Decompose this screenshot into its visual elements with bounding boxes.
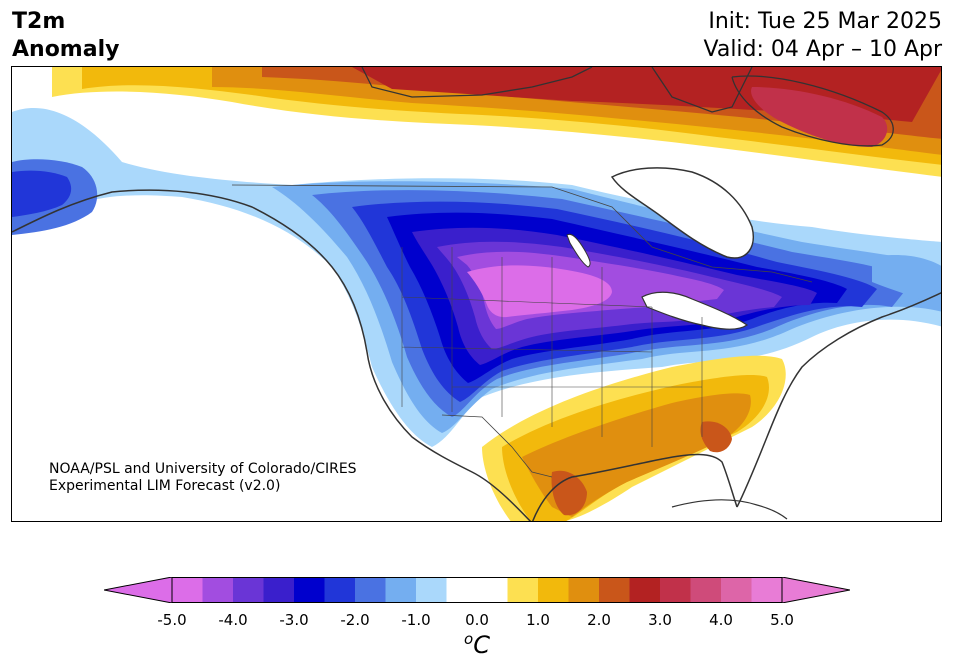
unit-degree: o bbox=[464, 630, 474, 648]
cold-anomaly-alaska-core bbox=[12, 170, 72, 217]
colorbar-segment bbox=[385, 577, 417, 603]
colorbar-segment bbox=[721, 577, 752, 603]
colorbar-segment bbox=[690, 577, 722, 603]
colorbar-tick-label: 4.0 bbox=[709, 611, 733, 629]
colorbar-unit: oC bbox=[464, 630, 490, 659]
state-lines bbox=[401, 247, 703, 447]
colorbar-segment bbox=[477, 577, 508, 603]
colorbar-tick-label: -3.0 bbox=[279, 611, 309, 629]
forecast-dates: Init: Tue 25 Mar 2025 Valid: 04 Apr – 10… bbox=[704, 8, 943, 64]
coastline-gulf bbox=[532, 453, 738, 521]
colorbar-segment bbox=[629, 577, 661, 603]
unit-letter: C bbox=[473, 631, 490, 659]
colorbar-segment bbox=[294, 577, 325, 603]
colorbar-segment bbox=[416, 577, 447, 603]
colorbar-segment bbox=[233, 577, 264, 603]
colorbar-segment bbox=[507, 577, 539, 603]
cuba bbox=[671, 499, 788, 520]
cold-anomaly-east bbox=[872, 255, 941, 307]
greenland-coast bbox=[731, 75, 894, 147]
coastline-hudson-bay bbox=[610, 167, 754, 259]
colorbar-ticks: -5.0 -4.0 -3.0 -2.0 -1.0 0.0 1.0 2.0 3.0 4.0 5.0 bbox=[0, 611, 954, 631]
credit-line2: Experimental LIM Forecast (v2.0) bbox=[49, 478, 281, 494]
us-canada-border bbox=[231, 184, 813, 283]
colorbar-segment bbox=[263, 577, 295, 603]
credit-text: NOAA/PSL and University of Colorado/CIRE… bbox=[49, 461, 357, 495]
colorbar-tick-label: 3.0 bbox=[648, 611, 672, 629]
colorbar-tick-label: -4.0 bbox=[218, 611, 248, 629]
colorbar-segments bbox=[104, 577, 850, 603]
colorbar-segment bbox=[202, 577, 234, 603]
colorbar-segment bbox=[446, 577, 478, 603]
init-date: Init: Tue 25 Mar 2025 bbox=[708, 9, 942, 34]
colorbar-tick-label: -2.0 bbox=[340, 611, 370, 629]
colorbar-segment bbox=[568, 577, 600, 603]
colorbar-segment bbox=[172, 577, 203, 603]
colorbar-under-arrow bbox=[104, 577, 173, 603]
colorbar-tick-label: 2.0 bbox=[587, 611, 611, 629]
colorbar-tick-label: 0.0 bbox=[465, 611, 489, 629]
coastline-west bbox=[12, 189, 532, 521]
valid-range: Valid: 04 Apr – 10 Apr bbox=[703, 37, 943, 62]
colorbar-tick-label: -5.0 bbox=[157, 611, 187, 629]
arctic-islands bbox=[361, 67, 753, 113]
warm-anomaly-south-core-tx bbox=[551, 470, 587, 516]
warm-anomaly-greenland-core bbox=[751, 87, 888, 147]
lake-winnipeg bbox=[566, 233, 591, 268]
warm-anomaly-south-core-fl bbox=[700, 421, 732, 453]
colorbar-segment bbox=[538, 577, 569, 603]
colorbar-segment bbox=[751, 577, 783, 603]
colorbar-segment bbox=[324, 577, 356, 603]
colorbar-tick-label: -1.0 bbox=[401, 611, 431, 629]
map-canvas bbox=[12, 67, 941, 521]
coastline-east bbox=[736, 292, 941, 508]
colorbar-segment bbox=[660, 577, 691, 603]
colorbar-segment bbox=[599, 577, 630, 603]
colorbar-segment bbox=[355, 577, 386, 603]
us-mexico-border bbox=[441, 414, 553, 478]
colorbar bbox=[104, 577, 850, 603]
colorbar-tick-label: 5.0 bbox=[770, 611, 794, 629]
map-title: T2m Anomaly bbox=[12, 8, 119, 64]
colorbar-border bbox=[171, 577, 783, 603]
great-lakes bbox=[641, 291, 749, 330]
colorbar-over-arrow bbox=[781, 577, 850, 603]
credit-line1: NOAA/PSL and University of Colorado/CIRE… bbox=[49, 461, 357, 477]
title-line2: Anomaly bbox=[12, 37, 120, 62]
title-line1: T2m bbox=[12, 9, 66, 34]
anomaly-map bbox=[11, 66, 942, 522]
colorbar-tick-label: 1.0 bbox=[526, 611, 550, 629]
